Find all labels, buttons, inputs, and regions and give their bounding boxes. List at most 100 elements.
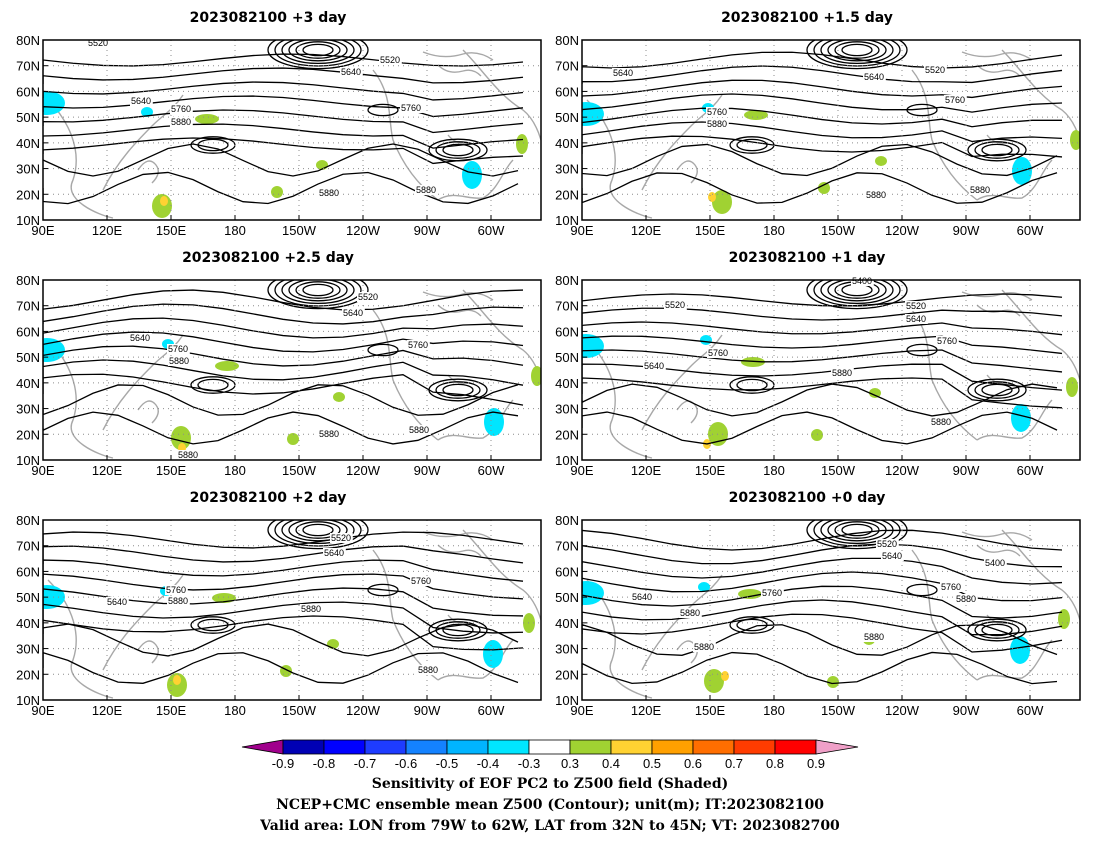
- lon-tick-label: 90W: [414, 703, 441, 718]
- lat-tick-label: 70N: [555, 299, 579, 314]
- contour-label: 5880: [171, 117, 191, 127]
- contour-labels: 5400 5520 5520 5640 5640 5760 5760 5880 5880: [643, 276, 959, 427]
- contour-label: 5760: [166, 585, 186, 595]
- map-background: [43, 280, 541, 460]
- lon-tick-label: 120W: [346, 703, 381, 718]
- contour-label: 5400: [852, 276, 872, 286]
- contour-label: 5760: [168, 344, 188, 354]
- shading-patch: [195, 114, 219, 124]
- lon-tick-label: 180: [763, 703, 785, 718]
- shading-patch: [271, 186, 283, 198]
- map-background: [43, 520, 541, 700]
- contour-label: 5880: [418, 665, 438, 675]
- shading-patch: [1066, 377, 1078, 397]
- lon-tick-label: 90E: [570, 223, 593, 238]
- shading-patch: [171, 426, 191, 450]
- shading-patch: [818, 182, 830, 194]
- lon-tick-label: 90E: [31, 703, 54, 718]
- shading-patch: [1058, 609, 1070, 629]
- grid-lines: [43, 520, 541, 700]
- lon-tick-label: 180: [224, 463, 246, 478]
- contour-label: 5640: [632, 592, 652, 602]
- shading-patch: [875, 156, 887, 166]
- sensitivity-shading: [43, 585, 535, 697]
- lat-tick-label: 60N: [16, 84, 40, 99]
- lat-tick-label: 20N: [16, 427, 40, 442]
- shading-patch: [827, 676, 839, 688]
- caption-line-3: Valid area: LON from 79W to 62W, LAT fro…: [260, 818, 840, 834]
- lat-tick-label: 10N: [555, 693, 579, 708]
- lon-tick-label: 150W: [282, 703, 317, 718]
- lat-tick-label: 20N: [555, 427, 579, 442]
- contour-label: 5760: [941, 582, 961, 592]
- shading-patch: [698, 582, 710, 592]
- contour-label: 5640: [644, 361, 664, 371]
- lon-tick-label: 150W: [821, 223, 856, 238]
- colorbar-tick-label: -0.3: [518, 756, 540, 771]
- lon-tick-label: 90E: [31, 463, 54, 478]
- contour-label: 5520: [88, 38, 108, 48]
- contour-label: 5880: [168, 596, 188, 606]
- lat-tick-label: 50N: [16, 350, 40, 365]
- contour-label: 5760: [945, 95, 965, 105]
- lon-tick-label: 90E: [570, 463, 593, 478]
- shading-patch: [141, 107, 153, 117]
- lat-tick-label: 60N: [16, 324, 40, 339]
- z500-contours: [582, 40, 1063, 204]
- lon-tick-label: 180: [763, 463, 785, 478]
- lon-tick-label: 90E: [31, 223, 54, 238]
- grid-lines: [43, 40, 541, 220]
- contour-label: 5880: [694, 642, 714, 652]
- lon-tick-label: 60W: [1017, 703, 1044, 718]
- contour-label: 5880: [301, 604, 321, 614]
- lon-tick-label: 120E: [92, 223, 123, 238]
- shading-patch: [43, 91, 65, 115]
- colorbar-min-arrow: [241, 739, 284, 755]
- lat-tick-label: 20N: [16, 667, 40, 682]
- map-frame: [42, 39, 542, 221]
- contour-label: 5880: [680, 608, 700, 618]
- shading-patch: [811, 429, 823, 441]
- colorbar-bin: [364, 739, 407, 755]
- lat-tick-label: 10N: [16, 693, 40, 708]
- contour-label: 5520: [331, 533, 351, 543]
- map-frame: [42, 279, 542, 461]
- lat-tick-label: 50N: [16, 590, 40, 605]
- shading-patch: [484, 408, 504, 436]
- map-frame: [42, 519, 542, 701]
- colorbar-max-arrow: [815, 739, 859, 755]
- lon-tick-label: 150E: [695, 223, 726, 238]
- lon-tick-label: 120W: [885, 703, 920, 718]
- lon-tick-label: 60W: [1017, 463, 1044, 478]
- contour-label: 5640: [906, 314, 926, 324]
- contour-label: 5760: [408, 340, 428, 350]
- map-frame: [581, 519, 1081, 701]
- lon-tick-label: 150E: [156, 463, 187, 478]
- colorbar-bin: [692, 739, 735, 755]
- lat-tick-label: 80N: [16, 273, 40, 288]
- lat-tick-label: 50N: [555, 350, 579, 365]
- lon-tick-label: 120W: [885, 223, 920, 238]
- colorbar-tick-label: 0.4: [602, 756, 620, 771]
- lon-tick-label: 150E: [695, 463, 726, 478]
- lat-tick-label: 20N: [555, 187, 579, 202]
- coastline: [586, 49, 1080, 219]
- map-frame: [581, 39, 1081, 221]
- lon-tick-label: 120W: [346, 463, 381, 478]
- panel-title: 2023082100 +1.5 day: [721, 10, 893, 26]
- panel-title: 2023082100 +2 day: [190, 490, 347, 506]
- colorbar-tick-label: -0.5: [436, 756, 458, 771]
- contour-label: 5880: [864, 632, 884, 642]
- contour-labels: 5520 5640 5640 5400 5760 5760 5880 5880 5880 5880: [631, 539, 1007, 652]
- shading-patch: [1011, 404, 1031, 432]
- lon-tick-label: 150E: [695, 703, 726, 718]
- map-panel: 5400 5520 5520 5640 5640 5760 5760 5880 5880 2023…: [555, 250, 1081, 478]
- contour-label: 5880: [409, 425, 429, 435]
- lat-tick-label: 40N: [16, 616, 40, 631]
- sensitivity-shading: [43, 91, 528, 218]
- contour-label: 5880: [169, 356, 189, 366]
- contour-label: 5880: [319, 429, 339, 439]
- grid-lines: [582, 40, 1080, 220]
